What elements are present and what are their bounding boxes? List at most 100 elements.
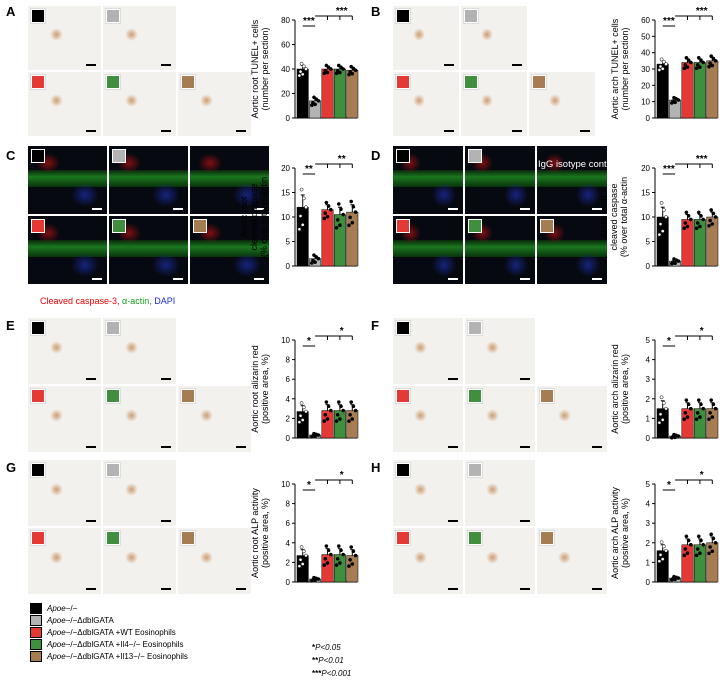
data-point (328, 67, 333, 71)
data-point (701, 60, 706, 65)
group-color-square (180, 530, 196, 546)
y-tick-label: 20 (641, 81, 650, 90)
y-tick-label: 5 (286, 238, 291, 247)
group-color-square (395, 530, 411, 546)
data-point (685, 65, 690, 70)
data-point (708, 545, 712, 549)
data-point (695, 410, 700, 415)
fluorescence-micrograph (109, 216, 188, 284)
data-point (711, 211, 716, 216)
scale-bar (512, 64, 522, 66)
data-point (348, 412, 352, 417)
data-point (298, 557, 303, 562)
data-point (699, 58, 703, 62)
legend-item: Apoe −/−ΔdblGATA +Il4−/− Eosinophils (30, 638, 188, 650)
data-point (336, 400, 341, 404)
histology-micrograph (103, 528, 176, 594)
bar (333, 68, 346, 119)
y-axis-label: Aortic arch cleaved caspase (% over total … (599, 177, 629, 257)
data-point (661, 544, 666, 549)
data-point (686, 402, 691, 407)
y-axis-label: Aortic arch TUNEL+ cells (number per sect… (610, 18, 630, 119)
data-point (351, 549, 356, 554)
group-color-square (31, 219, 45, 233)
data-point (328, 552, 333, 557)
scale-bar (254, 278, 264, 280)
scale-bar (161, 520, 171, 522)
scale-bar (86, 64, 96, 66)
sig-label: *** (303, 16, 315, 27)
histology-micrograph (103, 460, 176, 526)
data-point (711, 56, 716, 61)
y-axis-label-line: (positive area, %) (620, 498, 630, 568)
histology-micrograph (393, 528, 463, 594)
data-point (713, 406, 718, 411)
data-point (657, 420, 662, 425)
legend-swatch (30, 626, 42, 638)
data-point (694, 417, 699, 422)
data-point (698, 65, 702, 70)
data-point (659, 395, 664, 400)
sig-label: * (307, 480, 311, 491)
y-tick-label: 8 (286, 356, 291, 365)
fluorescence-micrograph (109, 146, 188, 214)
legend-item: Apoe −/−ΔdblGATA +Il13−/− Eosinophils (30, 650, 188, 662)
scale-bar (161, 130, 171, 132)
group-color-square (105, 8, 121, 24)
sig-label: * (667, 480, 671, 491)
data-point (686, 58, 691, 62)
fluorescence-micrograph (465, 146, 535, 214)
data-point (696, 398, 701, 402)
data-point (684, 55, 689, 60)
y-axis-label-line: Aortic arch ALP activity (610, 487, 620, 579)
histology-micrograph (28, 72, 101, 136)
y-tick-label: 20 (281, 164, 290, 173)
histology-micrograph (537, 528, 607, 594)
data-point (701, 406, 706, 411)
data-point (350, 562, 355, 566)
data-point (694, 553, 699, 558)
y-tick-label: 40 (281, 65, 290, 74)
data-point (339, 548, 343, 553)
data-point (326, 204, 331, 208)
y-tick-label: 10 (281, 336, 290, 345)
group-color-square (463, 8, 479, 24)
group-color-square (31, 149, 45, 163)
data-point (323, 211, 328, 216)
legend-swatch (30, 614, 42, 626)
data-point (348, 557, 352, 562)
data-point (673, 577, 677, 582)
data-point (339, 404, 343, 409)
data-point (322, 563, 327, 567)
data-point (661, 401, 666, 405)
caption-actin: α-actin, (122, 296, 155, 306)
scale-bar (173, 208, 183, 210)
scale-bar (254, 208, 264, 210)
pvalue-legend-3: ***P<0.001 (312, 669, 352, 678)
y-tick-label: 60 (281, 41, 290, 50)
data-point (341, 552, 346, 557)
group-color-square (395, 462, 411, 478)
sig-label: *** (696, 154, 708, 165)
data-point (326, 404, 331, 409)
group-color-square (105, 530, 121, 546)
data-point (328, 408, 333, 413)
panel-letter-g: G (6, 460, 17, 475)
legend-swatch (30, 638, 42, 650)
histology-micrograph (28, 460, 101, 526)
data-point (351, 204, 356, 209)
y-tick-label: 30 (641, 65, 650, 74)
histology-micrograph (537, 386, 607, 452)
data-point (684, 210, 689, 215)
y-tick-label: 4 (646, 500, 651, 509)
data-point (683, 221, 688, 225)
data-point (698, 415, 702, 419)
panel-letter-d: D (371, 148, 381, 163)
caption-caspase: Cleaved caspase-3, (40, 296, 123, 306)
y-tick-label: 40 (641, 49, 650, 58)
data-point (701, 217, 706, 222)
scale-bar (520, 378, 530, 380)
data-point (297, 420, 302, 424)
data-point (708, 410, 712, 415)
fluorescence-micrograph (465, 216, 535, 284)
